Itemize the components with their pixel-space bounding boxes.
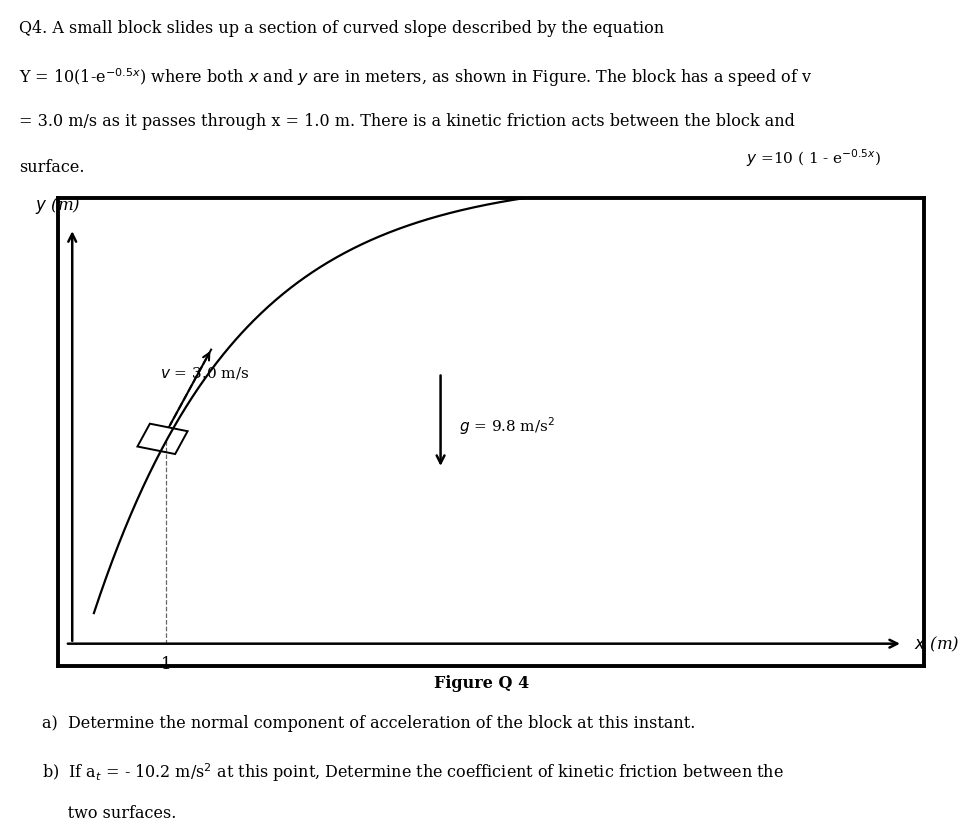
Polygon shape [138,424,188,455]
Text: $x$ (m): $x$ (m) [914,634,959,653]
Text: a)  Determine the normal component of acceleration of the block at this instant.: a) Determine the normal component of acc… [42,715,695,731]
Text: $v$ = 3.0 m/s: $v$ = 3.0 m/s [160,364,249,380]
Text: $y$ (m): $y$ (m) [35,195,81,216]
Text: $g$ = 9.8 m/s$^{2}$: $g$ = 9.8 m/s$^{2}$ [458,414,555,437]
Text: 1: 1 [161,655,171,672]
Text: $y$ =10 ( 1 - e$^{-0.5x}$): $y$ =10 ( 1 - e$^{-0.5x}$) [746,146,881,169]
Text: Y = 10(1-e$^{-0.5x}$) where both $x$ and $y$ are in meters, as shown in Figure. : Y = 10(1-e$^{-0.5x}$) where both $x$ and… [19,66,813,88]
Text: surface.: surface. [19,159,85,176]
Text: = 3.0 m/s as it passes through x = 1.0 m. There is a kinetic friction acts betwe: = 3.0 m/s as it passes through x = 1.0 m… [19,112,795,130]
Text: b)  If a$_t$ = - 10.2 m/s$^2$ at this point, Determine the coefficient of kineti: b) If a$_t$ = - 10.2 m/s$^2$ at this poi… [42,760,784,783]
Text: two surfaces.: two surfaces. [42,804,177,821]
Text: Q4. A small block slides up a section of curved slope described by the equation: Q4. A small block slides up a section of… [19,20,664,37]
Text: Figure Q 4: Figure Q 4 [434,675,529,691]
